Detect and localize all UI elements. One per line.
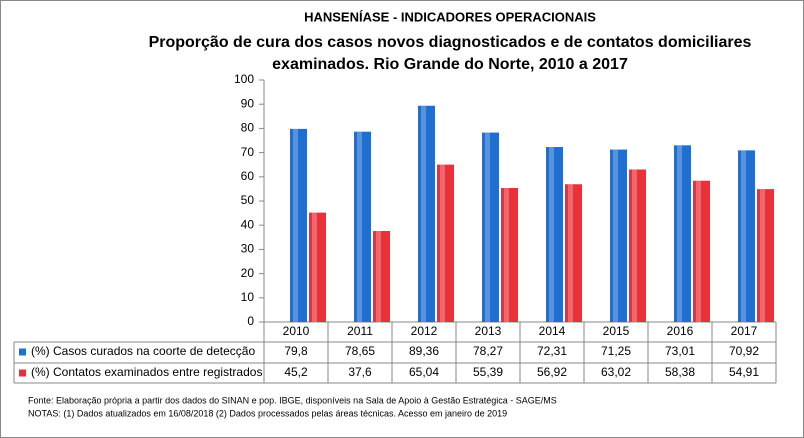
chart-title: HANSENÍASE - INDICADORES OPERACIONAIS — [304, 9, 596, 24]
table-value: 78,27 — [473, 344, 503, 358]
x-tick-label: 2013 — [475, 324, 502, 338]
bar — [418, 105, 435, 322]
legend-marker — [19, 348, 26, 356]
bar-highlight — [504, 187, 509, 322]
bar — [738, 150, 755, 322]
chart-subtitle: Proporção de cura dos casos novos diagno… — [149, 34, 752, 51]
y-tick-label: 20 — [241, 266, 255, 280]
y-tick-label: 70 — [241, 145, 255, 159]
bar-highlight — [312, 212, 317, 322]
bar-highlight — [760, 189, 765, 322]
table-value: 65,04 — [409, 365, 439, 379]
bar — [354, 131, 371, 322]
x-tick-label: 2014 — [539, 324, 566, 338]
table-value: 58,38 — [665, 365, 695, 379]
bar — [501, 187, 518, 322]
legend-label: (%) Contatos examinados entre registrado… — [31, 365, 262, 379]
y-tick-label: 60 — [241, 169, 255, 183]
source-note: Fonte: Elaboração própria a partir dos d… — [28, 395, 557, 405]
y-tick-label: 50 — [241, 193, 255, 207]
table-value: 63,02 — [601, 365, 631, 379]
bar — [482, 132, 499, 322]
bar — [546, 147, 563, 322]
x-tick-label: 2015 — [603, 324, 630, 338]
bar-highlight — [677, 145, 682, 322]
x-tick-label: 2011 — [347, 324, 373, 338]
bar-highlight — [293, 128, 298, 322]
bar — [674, 145, 691, 322]
bar-highlight — [440, 164, 445, 322]
bar-highlight — [696, 180, 701, 322]
bar-highlight — [632, 169, 637, 322]
x-tick-label: 2012 — [411, 324, 438, 338]
table-value: 73,01 — [665, 344, 695, 358]
bar-highlight — [485, 132, 490, 322]
bar-highlight — [376, 231, 381, 322]
x-tick-label: 2010 — [283, 324, 310, 338]
bar — [629, 169, 646, 322]
bar — [693, 180, 710, 322]
legend-marker — [19, 369, 26, 377]
x-tick-label: 2016 — [667, 324, 694, 338]
table-value: 71,25 — [601, 344, 631, 358]
bar — [757, 189, 774, 322]
table-value: 37,6 — [348, 365, 372, 379]
bar-highlight — [568, 184, 573, 322]
chart-subtitle: examinados. Rio Grande do Norte, 2010 a … — [272, 56, 628, 73]
bar — [290, 128, 307, 322]
table-value: 55,39 — [473, 365, 503, 379]
bar-highlight — [613, 149, 618, 322]
source-note: NOTAS: (1) Dados atualizados em 16/08/20… — [28, 408, 507, 418]
bar-highlight — [421, 105, 426, 322]
bar — [565, 184, 582, 322]
y-tick-label: 30 — [241, 242, 255, 256]
y-tick-label: 0 — [247, 314, 254, 328]
y-tick-label: 80 — [241, 121, 255, 135]
bar — [373, 231, 390, 322]
table-value: 78,65 — [345, 344, 375, 358]
table-value: 56,92 — [537, 365, 567, 379]
table-value: 54,91 — [729, 365, 759, 379]
y-tick-label: 10 — [241, 290, 255, 304]
bar-highlight — [549, 147, 554, 322]
x-tick-label: 2017 — [731, 324, 758, 338]
table-value: 89,36 — [409, 344, 439, 358]
bar-highlight — [357, 131, 362, 322]
table-value: 72,31 — [537, 344, 567, 358]
bar — [610, 149, 627, 322]
bar — [309, 212, 326, 322]
bar — [437, 164, 454, 322]
bar-highlight — [741, 150, 746, 322]
legend-label: (%) Casos curados na coorte de detecção — [31, 344, 255, 358]
table-value: 70,92 — [729, 344, 759, 358]
table-value: 45,2 — [284, 365, 308, 379]
y-tick-label: 40 — [241, 217, 255, 231]
y-tick-label: 90 — [241, 96, 255, 110]
table-value: 79,8 — [284, 344, 308, 358]
y-tick-label: 100 — [234, 72, 254, 86]
